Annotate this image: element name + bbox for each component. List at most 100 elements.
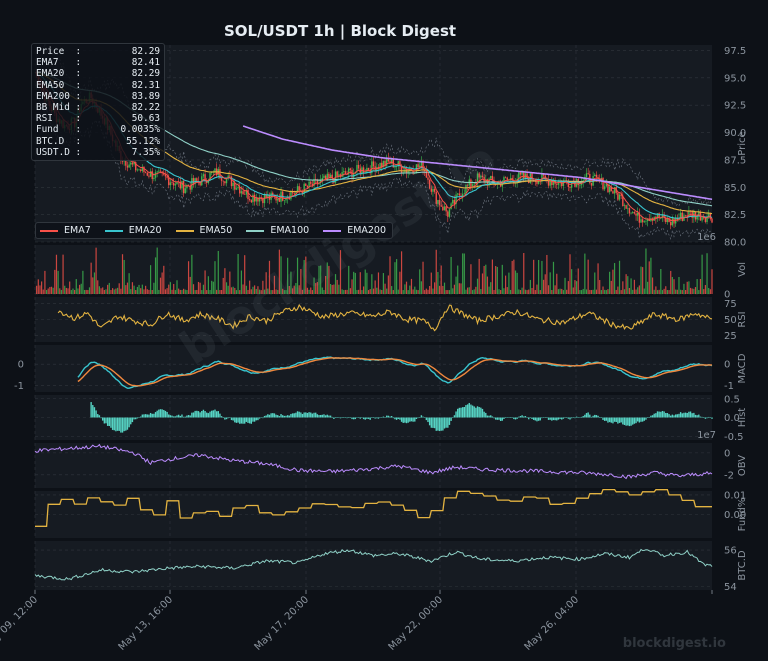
- volume-bar: [524, 289, 527, 294]
- candle-body: [445, 206, 447, 212]
- volume-bar: [161, 272, 163, 294]
- volume-bar: [684, 290, 687, 294]
- hist-bar: [333, 417, 335, 419]
- candle-body: [485, 179, 487, 183]
- info-key: EMA50 :: [36, 79, 82, 91]
- info-key: RSI :: [36, 113, 82, 125]
- volume-bar: [52, 287, 54, 294]
- volume-bar: [214, 261, 216, 294]
- volume-bar: [356, 289, 358, 294]
- candle-body: [430, 188, 432, 192]
- hist-bar: [432, 417, 434, 428]
- hist-bar: [689, 411, 692, 418]
- candle-body: [668, 218, 670, 223]
- hist-bar: [656, 411, 659, 418]
- watermark: blockdigest.io: [622, 636, 726, 651]
- volume-bar: [467, 287, 469, 294]
- hist-bar: [141, 414, 144, 418]
- volume-bar: [290, 271, 292, 294]
- hist-bar: [362, 417, 365, 420]
- info-box: Price :82.29 EMA7 :82.41 EMA20 :82.29 EMA50…: [31, 43, 165, 162]
- hist-bar: [186, 415, 188, 418]
- volume-bar: [627, 276, 629, 294]
- hist-bar: [196, 410, 198, 418]
- volume-bar: [711, 269, 713, 294]
- hist-bar: [465, 405, 467, 418]
- volume-bar: [703, 289, 705, 294]
- hist-bar: [199, 412, 201, 418]
- info-row: EMA7 : 82.41: [36, 57, 160, 68]
- candle-body: [305, 183, 307, 186]
- candle-body: [210, 172, 213, 173]
- hist-bar: [599, 417, 601, 418]
- candle-body: [681, 212, 683, 221]
- candle-body: [235, 188, 238, 190]
- hist-bar: [98, 415, 101, 418]
- hist-bar: [428, 417, 431, 426]
- volume-bar: [102, 287, 104, 294]
- volume-bar: [245, 285, 247, 294]
- volume-bar: [483, 265, 485, 294]
- hist-bar: [699, 416, 702, 418]
- legend-swatch: [246, 229, 265, 232]
- y-tick-label: 0: [724, 290, 730, 301]
- hist-bar: [281, 415, 284, 418]
- hist-bar: [529, 417, 532, 419]
- hist-bar: [534, 417, 537, 421]
- hist-bar: [618, 417, 621, 423]
- hist-bar: [556, 417, 558, 421]
- candle-body: [537, 180, 540, 184]
- candle-body: [244, 194, 246, 195]
- candle-body: [466, 185, 469, 186]
- hist-bar: [100, 417, 102, 419]
- hist-bar: [679, 412, 682, 418]
- hist-bar: [361, 417, 363, 418]
- hist-bar: [638, 417, 641, 423]
- hist-bar: [387, 415, 390, 418]
- info-key: BB Mid :: [36, 102, 82, 114]
- hist-bar: [354, 417, 357, 420]
- volume-bar: [457, 265, 459, 294]
- hist-bar: [668, 414, 670, 418]
- hist-bar: [298, 411, 300, 418]
- macd-background: [35, 345, 712, 392]
- volume-bar: [348, 265, 350, 294]
- volume-bar: [448, 290, 451, 294]
- hist-bar: [536, 417, 538, 422]
- volume-bar: [526, 290, 528, 294]
- hist-bar: [305, 412, 307, 418]
- volume-bar: [77, 288, 79, 294]
- volume-bar: [594, 272, 596, 294]
- hist-bar: [257, 417, 259, 421]
- hist-bar: [480, 407, 482, 418]
- hist-bar: [660, 411, 662, 418]
- hist-bar: [551, 417, 553, 421]
- hist-bar: [217, 411, 219, 418]
- candle-body: [206, 180, 208, 183]
- info-key: BTC.D :: [36, 135, 82, 147]
- hist-bar: [286, 415, 289, 418]
- hist-bar: [494, 417, 497, 420]
- volume-bar: [628, 287, 631, 294]
- volume-bar: [272, 290, 274, 294]
- candle-body: [399, 161, 401, 166]
- hist-bar: [518, 416, 520, 418]
- volume-bar: [64, 285, 66, 294]
- candle-body: [387, 158, 390, 162]
- candle-body: [220, 178, 223, 181]
- volume-bar: [471, 290, 474, 294]
- hist-bar: [366, 417, 368, 419]
- y-axis-label: BTC.D: [737, 550, 748, 581]
- legend-label: EMA20: [128, 225, 162, 236]
- hist-bar: [202, 409, 205, 418]
- hist-bar: [242, 417, 244, 424]
- hist-bar: [554, 417, 556, 421]
- candle-body: [698, 211, 700, 216]
- hist-bar: [542, 417, 545, 418]
- volume-bar: [569, 254, 571, 294]
- y-tick-label: -2: [724, 470, 734, 481]
- volume-bar: [577, 268, 579, 294]
- candle-body: [509, 177, 512, 180]
- volume-bar: [696, 279, 698, 294]
- hist-bar: [559, 417, 561, 419]
